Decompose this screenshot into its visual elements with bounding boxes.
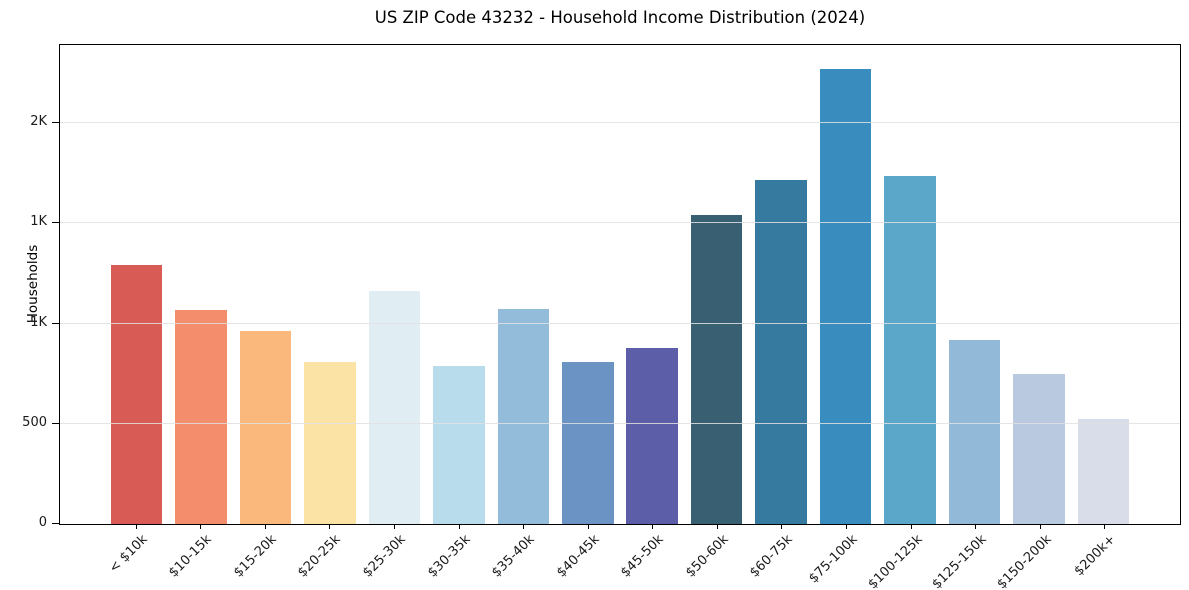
bar-25-30k <box>368 290 421 524</box>
x-tick-mark <box>781 525 783 529</box>
x-tick-label: $150-200k <box>994 532 1055 590</box>
x-tick-label: < $10k <box>106 532 151 577</box>
gridlines-layer <box>60 45 1180 524</box>
bars-layer <box>60 45 1180 524</box>
x-tick-label: $25-30k <box>360 532 409 581</box>
x-tick-mark <box>523 525 525 529</box>
x-tick-label: $10-15k <box>166 532 215 581</box>
x-tick-mark <box>1104 525 1106 529</box>
x-tick-label: $125-150k <box>929 532 990 590</box>
x-tick-mark <box>394 525 396 529</box>
gridline-500 <box>60 422 1180 424</box>
x-tick-mark <box>329 525 331 529</box>
x-tick-label: $35-40k <box>489 532 538 581</box>
x-tick-mark <box>845 525 847 529</box>
x-tick-mark <box>910 525 912 529</box>
bar-15-20k <box>239 330 292 524</box>
x-tick-mark <box>975 525 977 529</box>
bar-50-60k <box>690 215 743 524</box>
x-tick-mark <box>200 525 202 529</box>
bar-30-35k <box>433 365 485 524</box>
x-tick-label: $100-125k <box>864 532 926 590</box>
x-tick-label: $200k+ <box>1071 532 1119 580</box>
x-tick-mark <box>652 525 654 529</box>
y-tick-label: 1K <box>30 314 47 330</box>
x-tick-label: $30-35k <box>424 532 474 581</box>
x-tick-mark <box>587 525 589 529</box>
x-tick-mark <box>1039 525 1041 529</box>
bar-40-45k <box>562 361 614 524</box>
bar-100-125k <box>884 176 936 524</box>
bar-35-40k <box>497 308 550 524</box>
bar-200k+ <box>1077 418 1130 524</box>
x-tick-label: $50-60k <box>682 532 732 581</box>
bar-60-75k <box>755 180 807 524</box>
y-tick-label: 0 <box>38 515 47 530</box>
y-tick-label: 500 <box>22 414 47 430</box>
gridline-1K <box>60 222 1180 224</box>
bar-10-15k <box>175 309 227 524</box>
x-tick-mark <box>716 525 718 529</box>
y-tick-mark <box>52 422 59 424</box>
x-tick-label: $75-100k <box>806 532 861 587</box>
bar-75-100k <box>819 69 872 524</box>
x-tick-mark <box>264 525 266 529</box>
y-tick-mark <box>52 523 59 524</box>
x-tick-label: $15-20k <box>231 532 280 581</box>
y-tick-mark <box>52 122 59 124</box>
x-tick-label: $45-50k <box>618 532 667 581</box>
y-tick-label: 2K <box>30 114 47 130</box>
y-tick-mark <box>52 222 59 224</box>
y-tick-label: 1K <box>30 214 47 230</box>
x-tick-label: $40-45k <box>553 532 603 581</box>
x-tick-mark <box>458 525 460 529</box>
y-tick-mark <box>52 322 59 324</box>
x-tick-label: $20-25k <box>295 532 345 581</box>
bar-10k <box>110 265 163 524</box>
bar-150-200k <box>1013 373 1065 524</box>
x-tick-mark <box>135 525 137 529</box>
gridline-1K <box>60 322 1180 324</box>
bar-125-150k <box>948 339 1001 524</box>
x-tick-label: $60-75k <box>747 532 796 581</box>
plot-area <box>59 44 1181 525</box>
chart-title: US ZIP Code 43232 - Household Income Dis… <box>374 8 866 27</box>
bar-45-50k <box>626 347 678 524</box>
bar-20-25k <box>304 361 356 524</box>
gridline-2K <box>60 122 1180 124</box>
y-axis-label: Households <box>25 244 41 324</box>
